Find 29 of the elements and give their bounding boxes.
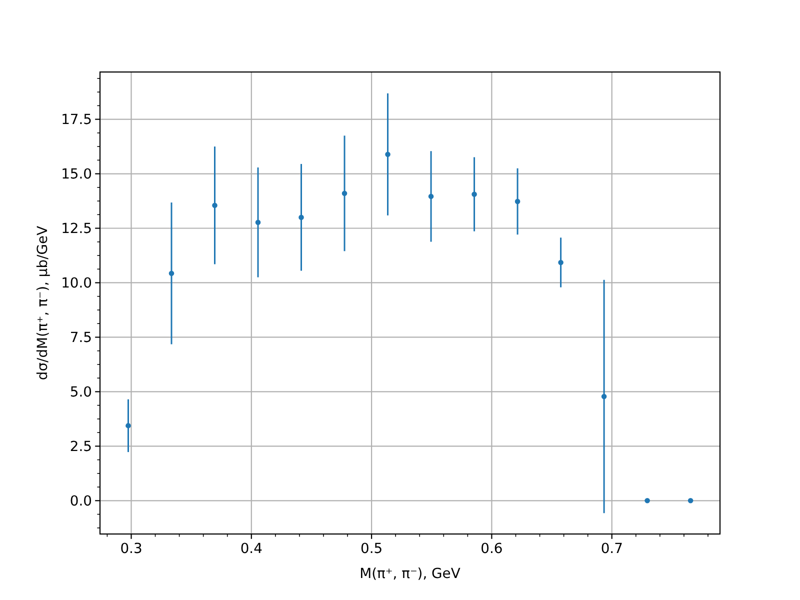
point [255,220,261,226]
y-tick-label: 7.5 [70,330,92,346]
point [558,260,564,266]
x-tick-label: 0.7 [600,541,623,558]
point [298,214,304,220]
point [688,498,694,504]
x-tick-label: 0.3 [120,541,142,558]
y-tick-label: 12.5 [61,221,92,238]
y-tick-label: 10.0 [61,276,92,292]
point [126,423,131,428]
y-tick-label: 5.0 [70,384,92,401]
point [385,152,390,158]
x-tick-label: 0.6 [480,541,503,558]
point [212,202,218,208]
y-tick-label: 0.0 [70,494,92,510]
y-axis-title: dσ/dM(π⁺, π⁻), μb/GeV [35,225,51,380]
y-tick-label: 15.0 [61,166,92,183]
x-axis-title: M(π⁺, π⁻), GeV [360,566,461,582]
point [342,190,348,196]
point [514,198,520,204]
point [428,194,434,200]
x-tick-label: 0.4 [240,541,263,558]
point [644,498,650,504]
point [472,192,477,197]
point [168,270,174,276]
x-tick-label: 0.5 [360,541,383,558]
y-tick-label: 17.5 [61,112,92,128]
point [601,394,607,400]
y-tick-label: 2.5 [70,439,92,456]
